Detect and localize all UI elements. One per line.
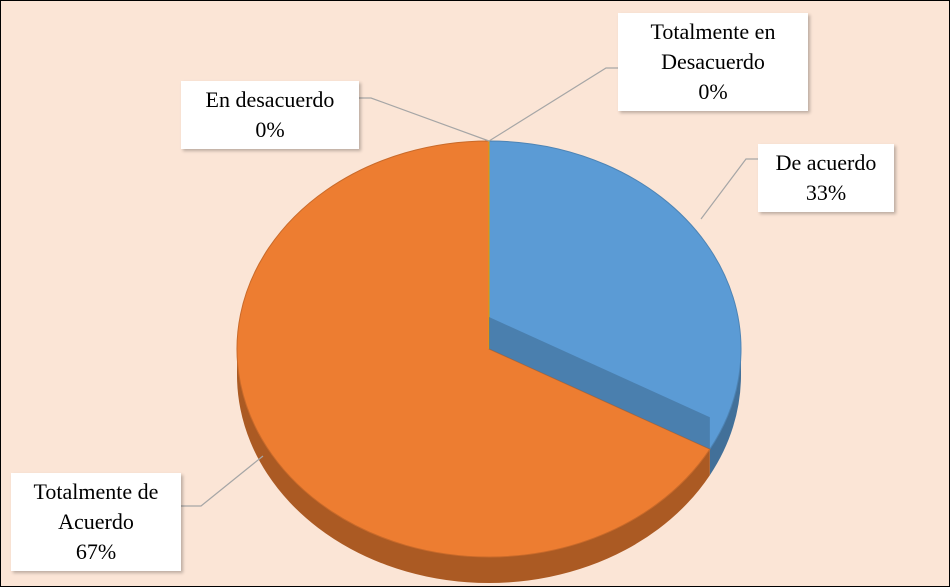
label-category: De acuerdo bbox=[775, 150, 877, 175]
leader-line bbox=[488, 67, 618, 142]
leader-line bbox=[359, 97, 490, 142]
leader-line bbox=[700, 158, 758, 220]
slice bbox=[236, 140, 711, 558]
slice-side bbox=[709, 349, 741, 476]
data-label: En desacuerdo 0% bbox=[181, 81, 359, 149]
data-label: Totalmente de Acuerdo 67% bbox=[11, 473, 181, 571]
label-value: 0% bbox=[255, 117, 285, 142]
data-label: Totalmente en Desacuerdo 0% bbox=[618, 13, 808, 111]
label-value: 0% bbox=[698, 79, 728, 104]
label-category: Totalmente de Acuerdo bbox=[33, 479, 159, 534]
label-category: Totalmente en Desacuerdo bbox=[650, 19, 776, 74]
label-category: En desacuerdo bbox=[205, 87, 335, 112]
slice-wall bbox=[489, 317, 710, 450]
leader-line bbox=[181, 455, 264, 507]
label-value: 67% bbox=[75, 539, 117, 564]
data-label: De acuerdo 33% bbox=[758, 144, 894, 212]
label-value: 33% bbox=[805, 180, 847, 205]
